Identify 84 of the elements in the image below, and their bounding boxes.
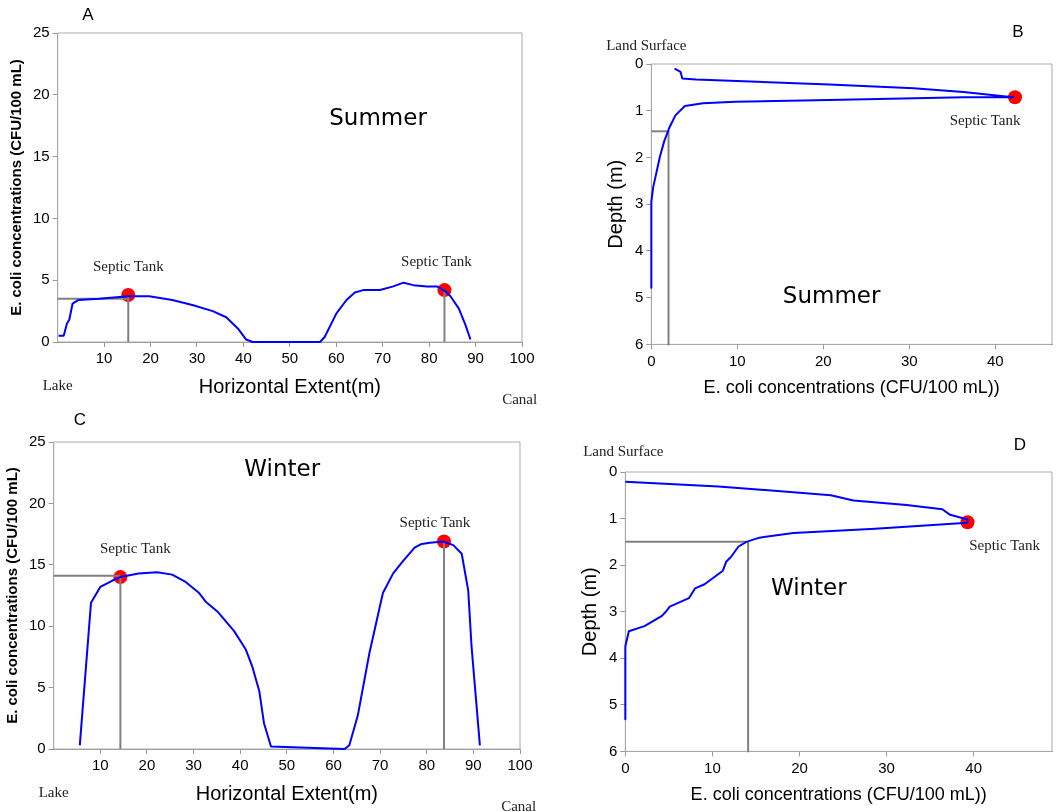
x-tick-label: 0 (621, 758, 630, 776)
x-tick-label: 20 (138, 756, 156, 774)
x-tick-label: 30 (878, 758, 895, 776)
annotation: Septic Tank (399, 514, 471, 531)
y-tick-label: 5 (37, 677, 46, 695)
y-tick-label: 6 (635, 334, 644, 352)
x-tick-label: 10 (704, 758, 721, 776)
x-tick-label: 50 (278, 756, 296, 774)
y-tick-label: 4 (635, 241, 644, 259)
y-axis-title: Depth (m) (603, 159, 626, 249)
y-tick-label: 10 (29, 616, 46, 634)
y-tick-label: 15 (29, 554, 46, 572)
x-tick-label: 10 (95, 349, 113, 367)
y-tick-label: 2 (635, 147, 644, 165)
chart-title: D (1013, 434, 1027, 454)
x-tick-label: 100 (507, 756, 533, 774)
y-tick-label: 0 (609, 462, 618, 480)
x-axis-title: Horizontal Extent(m) (198, 374, 381, 397)
y-tick-label: 1 (635, 100, 644, 118)
annotation: Septic Tank (99, 540, 172, 557)
x-tick-label: 90 (465, 756, 482, 774)
y-tick-label: 6 (609, 741, 618, 759)
x-tick-label: 90 (467, 349, 484, 367)
y-tick-label: 5 (635, 287, 644, 305)
text: Land Surface (606, 36, 687, 53)
y-tick-label: 0 (41, 332, 50, 350)
y-tick-label: 0 (635, 54, 644, 72)
x-tick-label: 40 (235, 349, 252, 367)
y-axis-title: Depth (m) (577, 567, 600, 657)
x-tick-label: 80 (418, 756, 436, 774)
y-tick-label: 10 (33, 208, 50, 226)
y-tick-label: 5 (41, 270, 50, 288)
y-tick-label: 5 (609, 694, 618, 712)
x-tick-label: 50 (281, 349, 299, 367)
text: Lake (38, 783, 70, 800)
text: Land Surface (583, 442, 664, 459)
text: Summer (329, 104, 428, 131)
annotation: Septic Tank (949, 112, 1021, 129)
y-tick-label: 1 (609, 508, 618, 526)
x-tick-label: 30 (188, 349, 206, 367)
chart-title: C (73, 409, 87, 429)
text: Winter (244, 454, 321, 481)
x-tick-label: 60 (327, 349, 345, 367)
x-tick-label: 20 (142, 349, 159, 367)
y-tick-label: 3 (635, 194, 644, 212)
x-tick-label: 0 (647, 351, 656, 369)
x-tick-label: 60 (325, 756, 342, 774)
y-tick-label: 4 (609, 648, 618, 666)
x-axis-title: E. coli concentrations (CFU/100 mL)) (703, 377, 1000, 398)
x-tick-label: 40 (965, 758, 982, 776)
x-tick-label: 20 (814, 351, 832, 369)
x-tick-label: 70 (374, 349, 392, 367)
x-tick-label: 40 (986, 351, 1004, 369)
text: Summer (782, 281, 881, 308)
annotation: Septic Tank (969, 537, 1041, 554)
x-axis-title: E. coli concentrations (CFU/100 mL)) (690, 784, 987, 805)
chart-title: A (82, 4, 95, 24)
y-axis-title: E. coli concentrations (CFU/100 mL) (3, 467, 21, 724)
y-axis-title: E. coli concentrations (CFU/100 mL) (7, 59, 25, 316)
annotation: Septic Tank (401, 253, 473, 270)
annotation: Septic Tank (92, 257, 165, 274)
text: Canal (501, 797, 537, 812)
x-tick-label: 70 (371, 756, 389, 774)
x-tick-label: 80 (420, 349, 438, 367)
x-tick-label: 30 (900, 351, 918, 369)
y-tick-label: 2 (609, 555, 618, 573)
y-tick-label: 15 (33, 146, 50, 164)
y-tick-label: 25 (29, 432, 46, 450)
x-axis-title: Horizontal Extent(m) (195, 781, 378, 804)
x-tick-label: 10 (728, 351, 746, 369)
chart-title: B (1012, 21, 1024, 41)
y-tick-label: 3 (609, 601, 618, 619)
text: Winter (770, 574, 848, 601)
text: Lake (42, 376, 74, 393)
y-tick-label: 25 (33, 23, 50, 41)
x-tick-label: 40 (231, 756, 249, 774)
x-tick-label: 20 (791, 758, 808, 776)
y-tick-label: 20 (29, 493, 46, 511)
x-tick-label: 30 (185, 756, 202, 774)
x-tick-label: 10 (91, 756, 109, 774)
text: Canal (502, 390, 538, 407)
y-tick-label: 0 (37, 739, 46, 757)
x-tick-label: 100 (509, 349, 535, 367)
y-tick-label: 20 (33, 84, 50, 102)
